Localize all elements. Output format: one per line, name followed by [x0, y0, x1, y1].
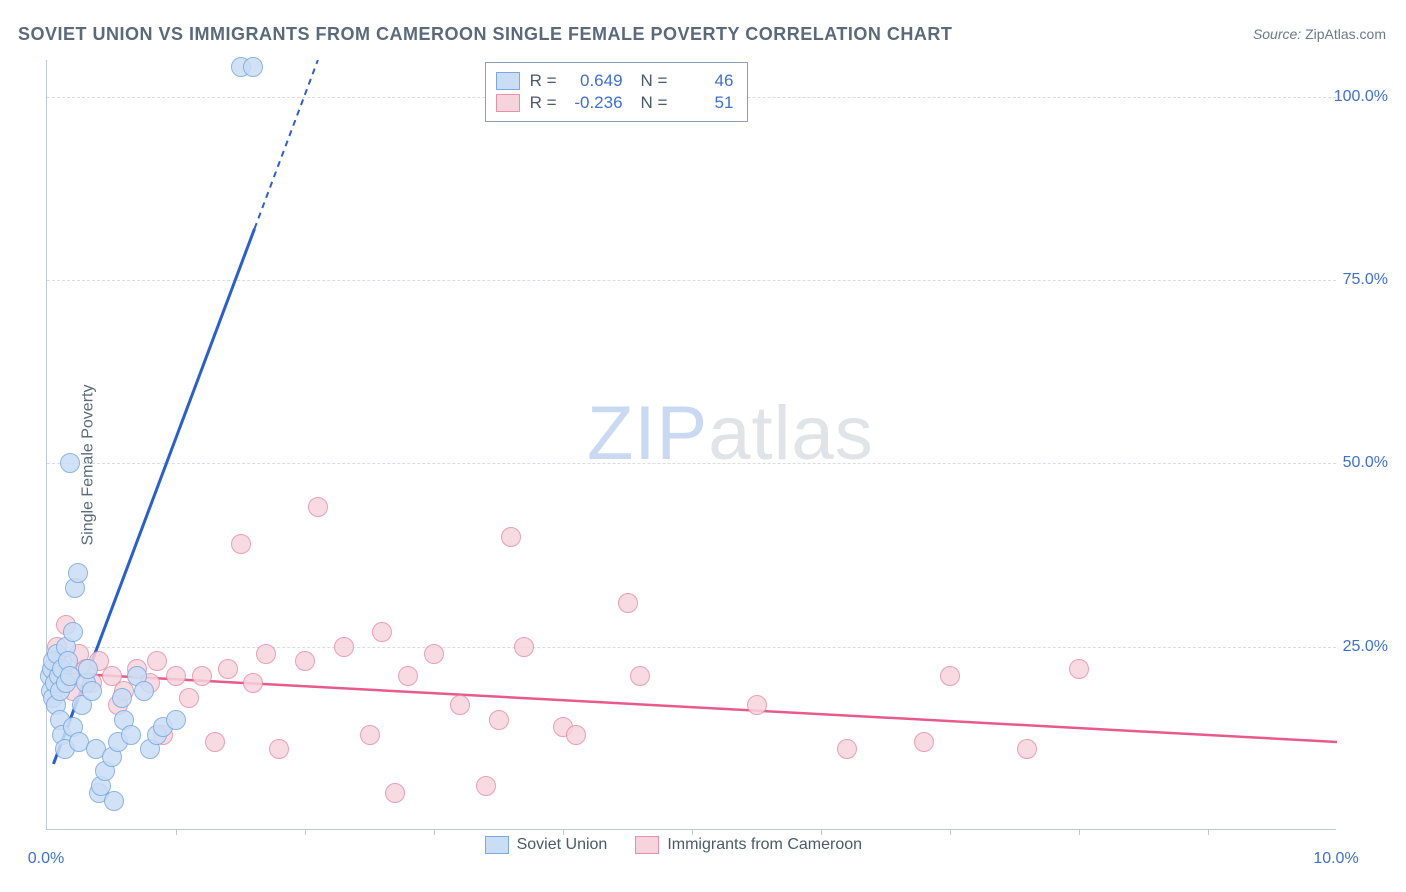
- chart-title: SOVIET UNION VS IMMIGRANTS FROM CAMEROON…: [18, 24, 952, 45]
- data-point-cameroon: [940, 666, 960, 686]
- chart-container: Single Female Poverty ZIPatlas 0.0%10.0%: [0, 60, 1406, 870]
- data-point-cameroon: [218, 659, 238, 679]
- source-attribution: Source: ZipAtlas.com: [1253, 26, 1386, 42]
- data-point-cameroon: [256, 644, 276, 664]
- y-tick-label: 100.0%: [1334, 88, 1388, 106]
- trend-line-dashed: [255, 60, 318, 229]
- x-tick: [821, 829, 822, 835]
- data-point-cameroon: [914, 732, 934, 752]
- stat-r-label: R =: [530, 71, 557, 91]
- data-point-soviet: [63, 622, 83, 642]
- stat-n-value: 51: [677, 93, 733, 113]
- data-point-cameroon: [747, 695, 767, 715]
- data-point-cameroon: [295, 651, 315, 671]
- legend-label: Soviet Union: [517, 836, 608, 854]
- data-point-soviet: [166, 710, 186, 730]
- data-point-cameroon: [360, 725, 380, 745]
- data-point-cameroon: [630, 666, 650, 686]
- x-tick: [305, 829, 306, 835]
- swatch-icon: [635, 836, 659, 854]
- x-tick: [176, 829, 177, 835]
- data-point-cameroon: [179, 688, 199, 708]
- gridline-h: [47, 280, 1336, 281]
- data-point-soviet: [104, 791, 124, 811]
- stat-r-label: R =: [530, 93, 557, 113]
- data-point-soviet: [112, 688, 132, 708]
- source-label: Source:: [1253, 26, 1301, 42]
- source-name: ZipAtlas.com: [1305, 26, 1386, 42]
- data-point-cameroon: [514, 637, 534, 657]
- x-tick-label: 0.0%: [28, 850, 64, 868]
- gridline-h: [47, 463, 1336, 464]
- swatch-icon: [496, 72, 520, 90]
- data-point-soviet: [60, 453, 80, 473]
- x-tick: [1079, 829, 1080, 835]
- data-point-cameroon: [243, 673, 263, 693]
- x-tick-label: 10.0%: [1313, 850, 1358, 868]
- data-point-cameroon: [1017, 739, 1037, 759]
- data-point-cameroon: [385, 783, 405, 803]
- trendlines: [47, 60, 1337, 830]
- data-point-cameroon: [398, 666, 418, 686]
- plot-area: ZIPatlas: [46, 60, 1336, 830]
- correlation-stats-box: R = 0.649 N = 46 R = -0.236 N = 51: [485, 62, 749, 122]
- gridline-h: [47, 647, 1336, 648]
- stat-n-value: 46: [677, 71, 733, 91]
- data-point-soviet: [82, 681, 102, 701]
- y-tick-label: 50.0%: [1343, 454, 1388, 472]
- data-point-cameroon: [489, 710, 509, 730]
- data-point-cameroon: [372, 622, 392, 642]
- data-point-soviet: [121, 725, 141, 745]
- data-point-cameroon: [424, 644, 444, 664]
- data-point-cameroon: [308, 497, 328, 517]
- x-tick: [563, 829, 564, 835]
- x-tick: [434, 829, 435, 835]
- stats-row-soviet: R = 0.649 N = 46: [496, 71, 734, 91]
- y-tick-label: 25.0%: [1343, 638, 1388, 656]
- x-tick: [950, 829, 951, 835]
- stat-r-value: -0.236: [567, 93, 623, 113]
- data-point-cameroon: [566, 725, 586, 745]
- data-point-cameroon: [837, 739, 857, 759]
- data-point-cameroon: [147, 651, 167, 671]
- x-tick: [1208, 829, 1209, 835]
- legend-item-cameroon: Immigrants from Cameroon: [635, 836, 862, 854]
- trend-line: [47, 672, 1337, 742]
- swatch-icon: [485, 836, 509, 854]
- data-point-cameroon: [166, 666, 186, 686]
- data-point-cameroon: [1069, 659, 1089, 679]
- data-point-cameroon: [476, 776, 496, 796]
- data-point-cameroon: [205, 732, 225, 752]
- data-point-cameroon: [334, 637, 354, 657]
- legend-label: Immigrants from Cameroon: [667, 836, 862, 854]
- data-point-soviet: [134, 681, 154, 701]
- stats-row-cameroon: R = -0.236 N = 51: [496, 93, 734, 113]
- swatch-icon: [496, 94, 520, 112]
- stat-n-label: N =: [641, 71, 668, 91]
- y-tick-label: 75.0%: [1343, 271, 1388, 289]
- data-point-cameroon: [231, 534, 251, 554]
- data-point-cameroon: [501, 527, 521, 547]
- data-point-soviet: [78, 659, 98, 679]
- data-point-cameroon: [450, 695, 470, 715]
- data-point-soviet: [243, 57, 263, 77]
- legend-item-soviet: Soviet Union: [485, 836, 608, 854]
- stat-r-value: 0.649: [567, 71, 623, 91]
- data-point-soviet: [68, 563, 88, 583]
- data-point-cameroon: [618, 593, 638, 613]
- data-point-cameroon: [192, 666, 212, 686]
- x-tick: [692, 829, 693, 835]
- stat-n-label: N =: [641, 93, 668, 113]
- series-legend: Soviet Union Immigrants from Cameroon: [485, 836, 862, 854]
- data-point-cameroon: [269, 739, 289, 759]
